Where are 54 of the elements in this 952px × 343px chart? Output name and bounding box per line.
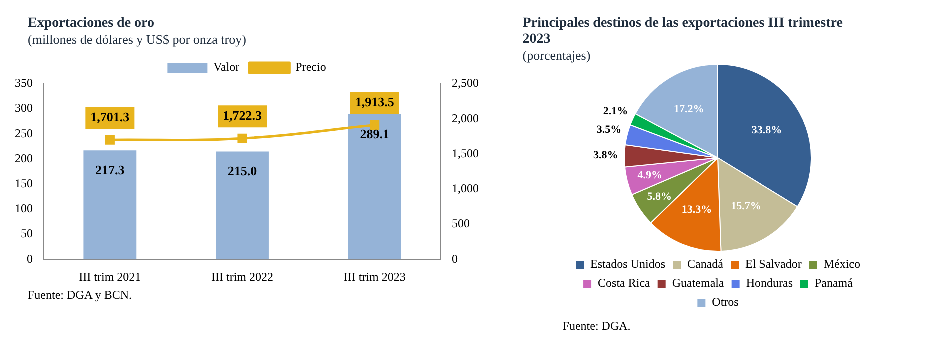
bar [216,152,269,260]
y-tick-label: 0 [27,252,33,266]
y2-tick-label: 0 [452,252,458,266]
y2-tick-label: 2,500 [452,76,479,90]
data-label: 33.8% [752,124,782,136]
data-label: 13.3% [682,204,712,216]
legend-label: Canadá [687,257,724,272]
data-label: 1,722.3 [223,108,262,123]
x-tick-label: III trim 2021 [79,270,142,284]
chart-title: Exportaciones de oro [28,16,156,32]
data-label: 1,701.3 [90,109,130,124]
y-tick-label: 50 [21,226,33,241]
y-tick-label: 350 [15,76,33,90]
data-label: 2.1% [603,106,628,118]
data-label: 4.9% [638,169,662,182]
x-tick-label: III trim 2023 [344,270,406,284]
y2-tick-label: 1,500 [452,146,479,160]
y-tick-label: 200 [15,151,33,166]
legend-label: México [824,257,860,272]
y-tick-label: 100 [15,202,33,216]
y-tick-label: 150 [15,176,33,190]
legend-label: El Salvador [745,257,802,272]
chart-subtitle: (porcentajes) [522,48,592,64]
data-label: 15.7% [730,200,762,212]
legend-label: Otros [712,295,739,310]
y-tick-label: 250 [15,126,33,140]
data-label: 17.2% [674,104,704,116]
point [105,135,115,145]
data-label: 215.0 [228,164,258,179]
legend-label: Guatemala [672,276,725,290]
y2-tick-label: 1,000 [452,182,479,196]
y2-tick-label: 500 [452,216,470,231]
legend-label: Costa Rica [598,276,651,290]
data-label: 5.8% [647,190,672,203]
legend-label: Precio [296,60,326,74]
source-note: Fuente: DGA y BCN. [28,288,134,303]
source-note: Fuente: DGA. [562,319,632,334]
data-label: 3.8% [593,150,618,162]
y-tick-label: 300 [15,101,33,116]
y2-tick-label: 2,000 [452,111,479,126]
data-label: 217.3 [96,162,126,178]
point [238,134,248,144]
legend-label: Honduras [746,276,794,290]
point [370,120,380,130]
legend-label: Valor [214,60,240,74]
bar [84,150,137,260]
data-label: 1,913.5 [355,94,395,110]
x-tick-label: III trim 2022 [212,270,274,284]
data-label: 3.5% [596,124,622,136]
data-label: 289.1 [360,126,390,142]
chart-subtitle: (millones de dólares y US$ por onza troy) [28,32,248,48]
chart-title: Principales destinos de las exportaciones III trimestre 2023 [522,16,844,48]
legend-label: Panamá [814,276,854,290]
legend-label: Estados Unidos [590,257,666,272]
